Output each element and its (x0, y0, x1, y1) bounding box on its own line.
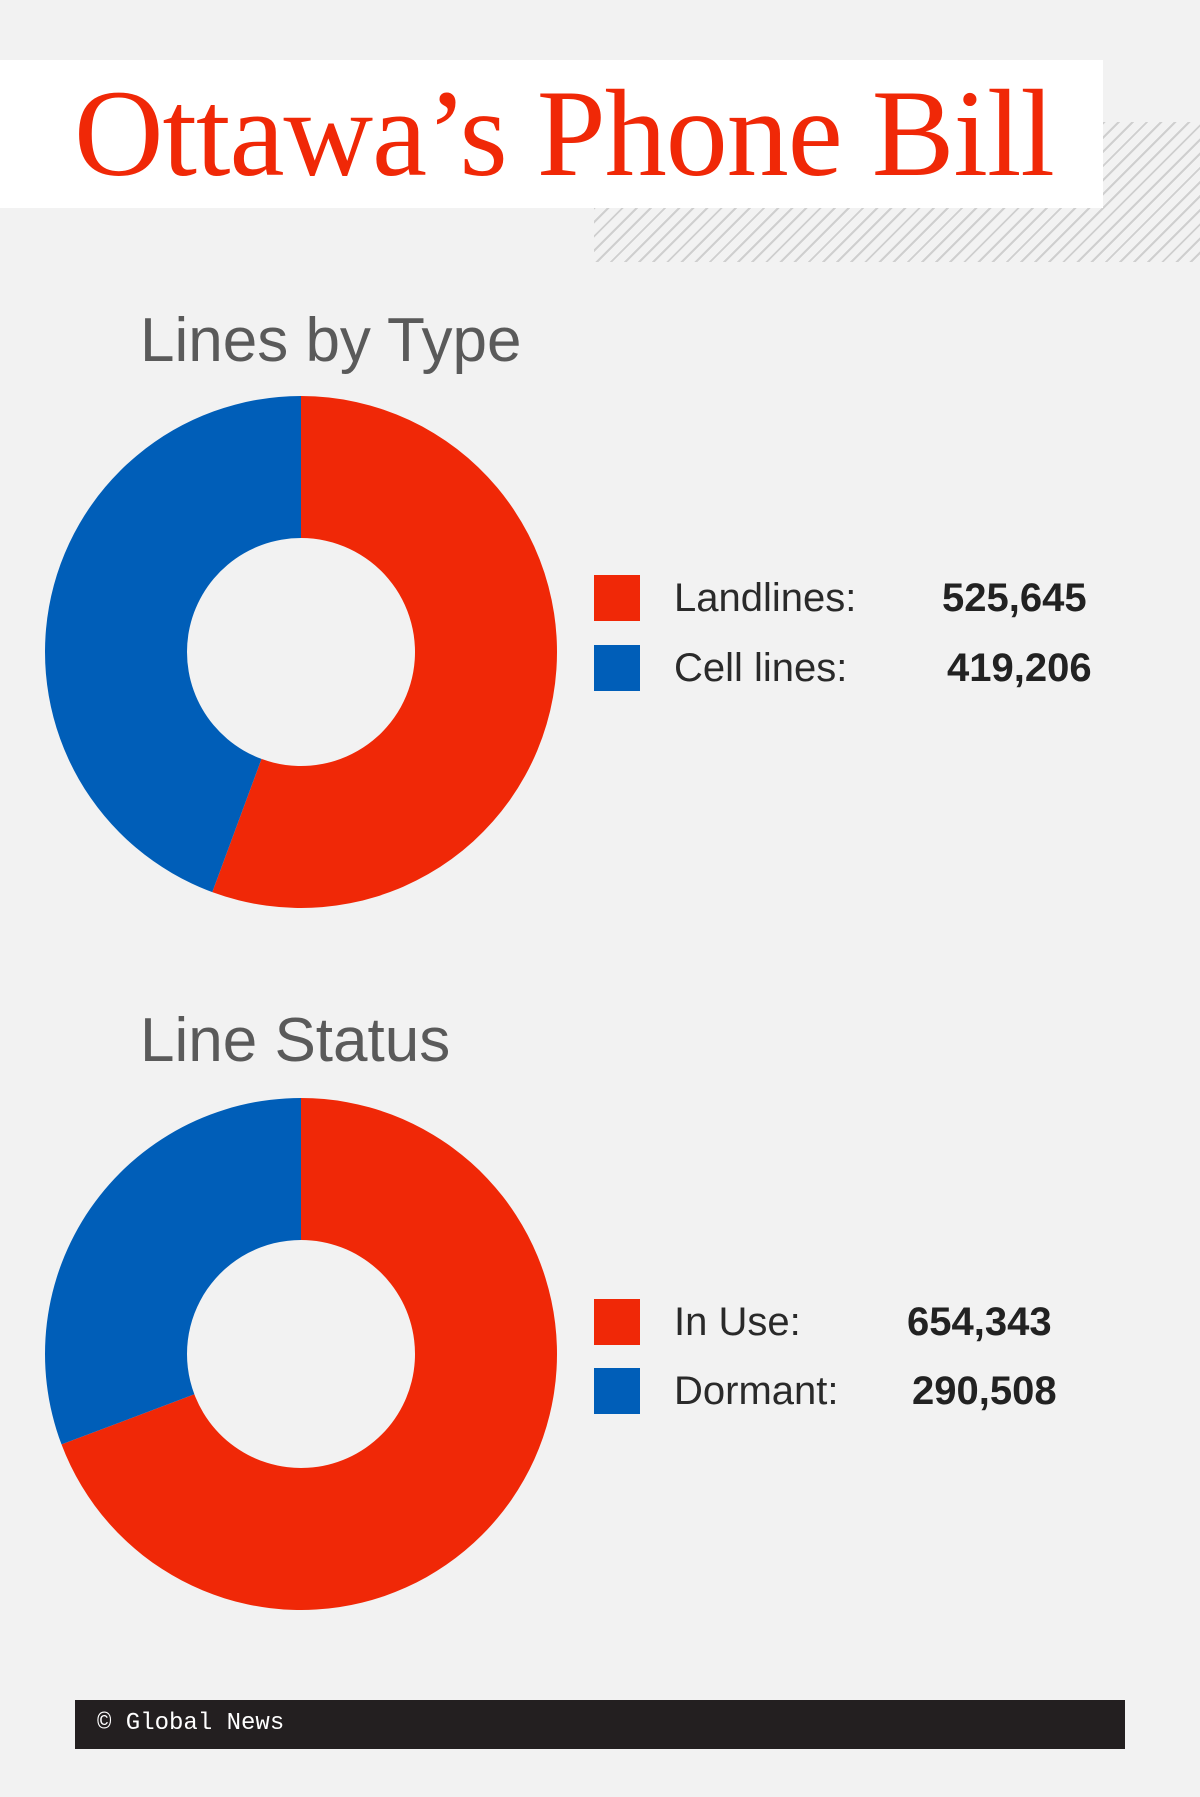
legend-swatch-landlines (594, 575, 640, 621)
legend-swatch-cell-lines (594, 645, 640, 691)
page-title: Ottawa’s Phone Bill (74, 65, 1055, 202)
chart-title-lines-by-type: Lines by Type (140, 306, 522, 375)
donut-chart-line-status (45, 1098, 557, 1610)
legend-label-cell-lines: Cell lines: (674, 646, 848, 690)
title-banner: Ottawa’s Phone Bill (0, 60, 1103, 208)
legend-item-landlines: Landlines: 525,645 (594, 575, 1114, 621)
donut-slice-dormant (45, 1098, 301, 1445)
legend-item-cell-lines: Cell lines: 419,206 (594, 645, 1114, 691)
legend-value-in-use: 654,343 (907, 1300, 1052, 1344)
legend-item-in-use: In Use: 654,343 (594, 1299, 1114, 1345)
legend-label-dormant: Dormant: (674, 1369, 839, 1413)
legend-label-in-use: In Use: (674, 1300, 801, 1344)
legend-value-landlines: 525,645 (942, 576, 1087, 620)
legend-swatch-in-use (594, 1299, 640, 1345)
donut-chart-lines-by-type (45, 396, 557, 908)
legend-swatch-dormant (594, 1368, 640, 1414)
legend-value-cell-lines: 419,206 (947, 646, 1092, 690)
donut-slice-cell-lines (45, 396, 302, 893)
donut-slice-landlines (212, 396, 557, 908)
footer-bar: © Global News (75, 1700, 1125, 1749)
footer-credit: © Global News (97, 1710, 285, 1737)
legend-label-landlines: Landlines: (674, 576, 857, 620)
legend-item-dormant: Dormant: 290,508 (594, 1368, 1114, 1414)
donut-slice-in-use (61, 1098, 557, 1610)
legend-value-dormant: 290,508 (912, 1369, 1057, 1413)
chart-title-line-status: Line Status (140, 1006, 451, 1075)
